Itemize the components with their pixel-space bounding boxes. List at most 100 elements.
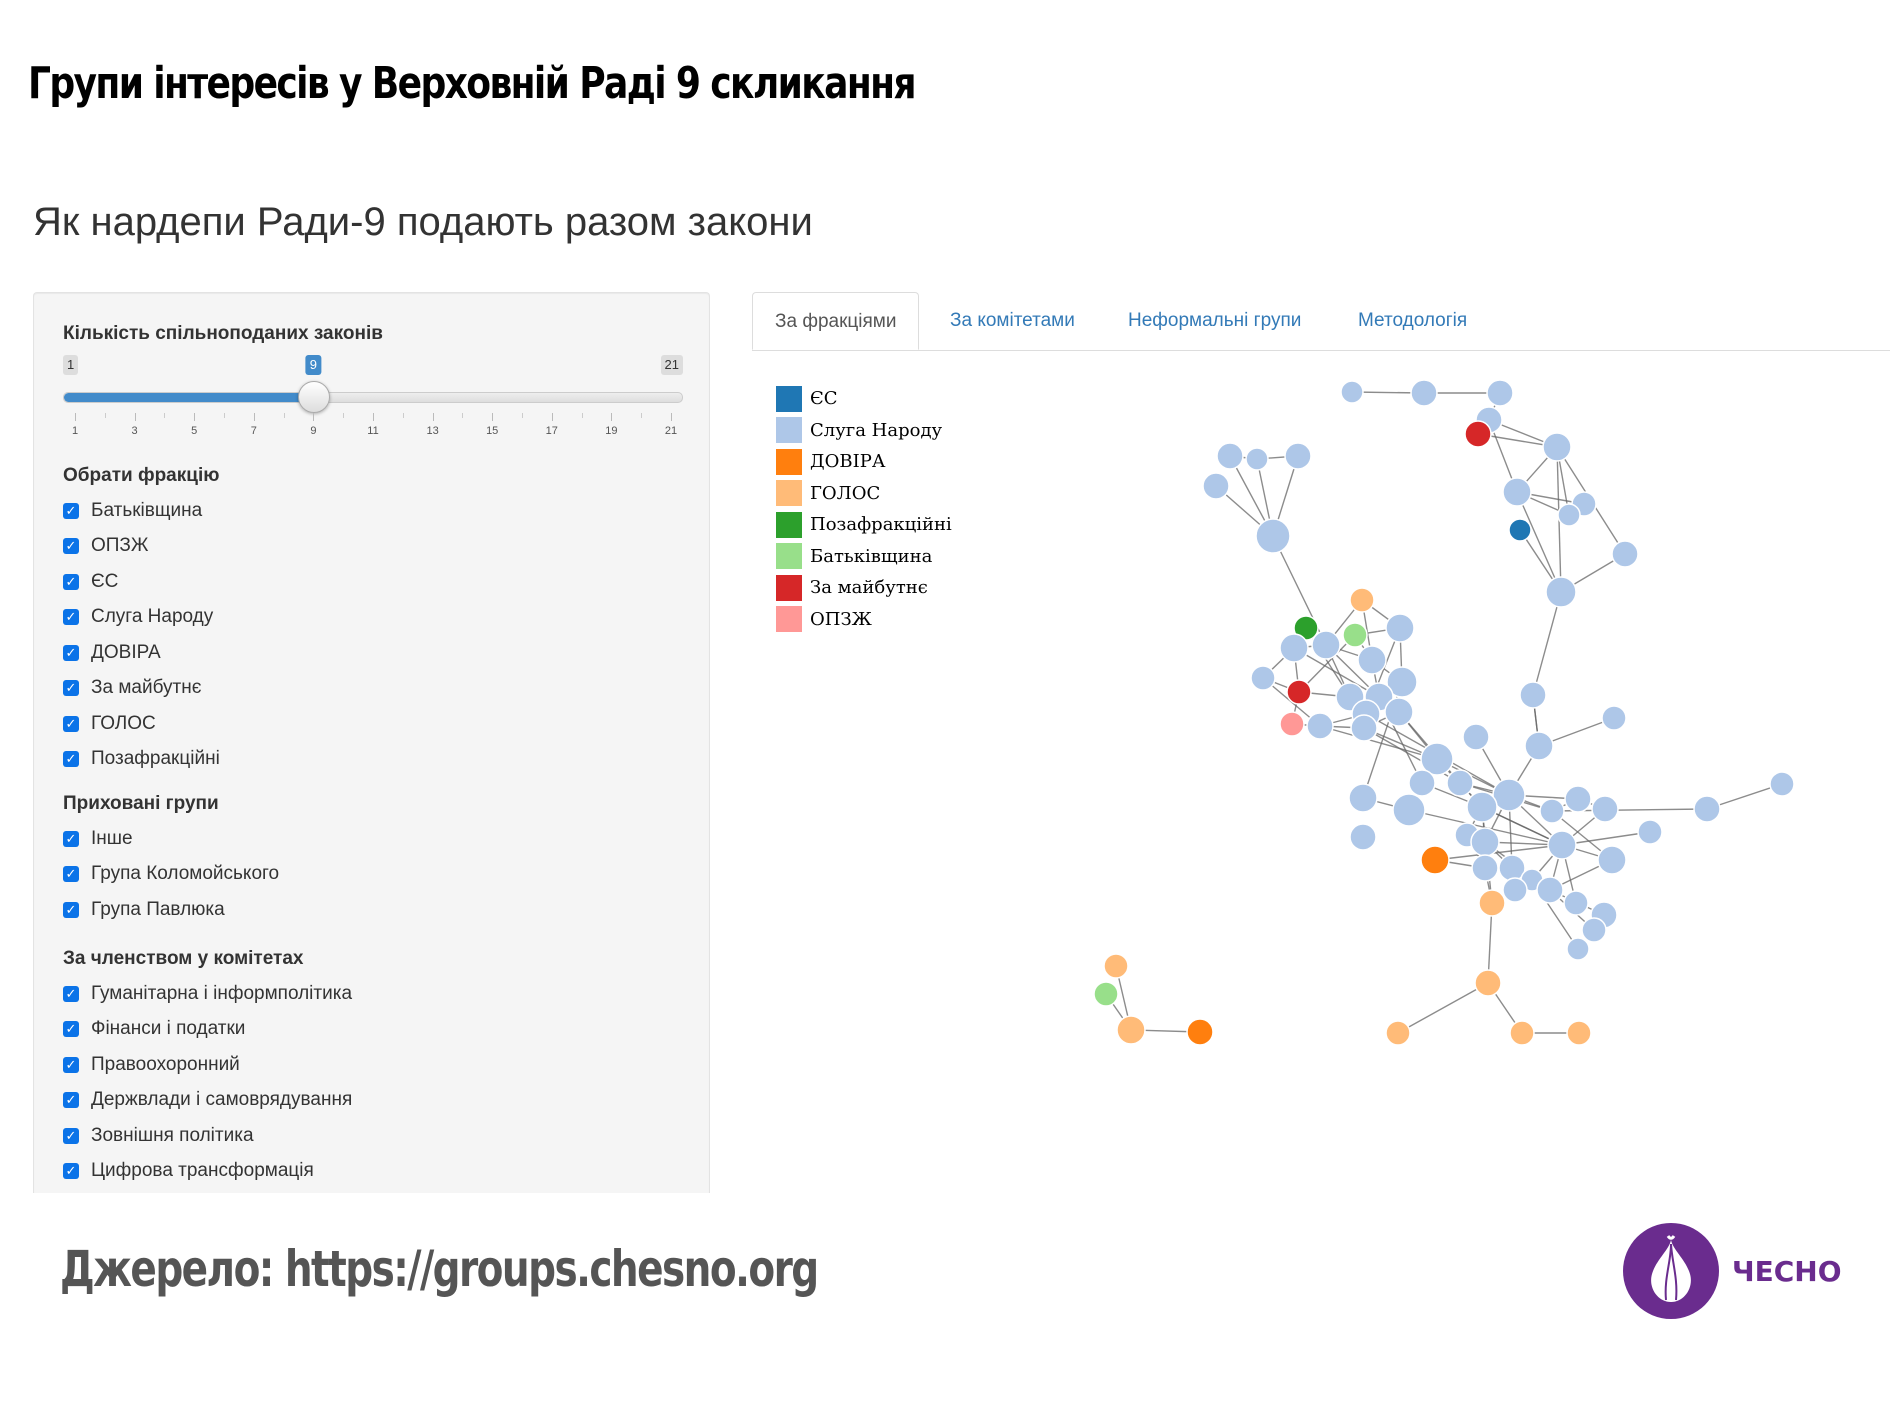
graph-node[interactable]: [1340, 380, 1364, 404]
committee-checkbox-foreign-policy[interactable]: ✓ Зовнішня політика: [63, 1118, 352, 1154]
faction-checkbox-za-maibutnie[interactable]: ✓ За майбутнє: [63, 671, 220, 707]
check-icon[interactable]: ✓: [63, 1092, 79, 1109]
graph-node[interactable]: [1385, 1020, 1411, 1046]
graph-node[interactable]: [1311, 630, 1341, 660]
graph-node[interactable]: [1216, 442, 1244, 470]
graph-node[interactable]: [1420, 742, 1454, 776]
check-icon[interactable]: ✓: [63, 1127, 79, 1144]
check-icon[interactable]: ✓: [63, 715, 79, 732]
graph-node[interactable]: [1410, 379, 1438, 407]
faction-checkbox-dovira[interactable]: ✓ ДОВІРА: [63, 635, 220, 671]
tab-by-committees[interactable]: За комітетами: [950, 310, 1075, 331]
check-icon[interactable]: ✓: [63, 866, 79, 883]
check-icon[interactable]: ✓: [63, 1021, 79, 1038]
graph-node[interactable]: [1385, 613, 1415, 643]
graph-node[interactable]: [1471, 854, 1499, 882]
graph-node[interactable]: [1392, 793, 1426, 827]
check-icon[interactable]: ✓: [63, 751, 79, 768]
graph-node[interactable]: [1611, 540, 1639, 568]
group-checkbox-kolomoiskyi[interactable]: ✓ Група Коломойського: [63, 857, 279, 893]
slider-track[interactable]: [63, 381, 683, 413]
graph-node[interactable]: [1542, 432, 1572, 462]
committee-checkbox-digital[interactable]: ✓ Цифрова трансформація: [63, 1154, 352, 1190]
graph-node[interactable]: [1466, 791, 1498, 823]
graph-node[interactable]: [1470, 827, 1500, 857]
group-checkbox-other[interactable]: ✓ Інше: [63, 821, 279, 857]
tab-by-factions[interactable]: За фракціями: [752, 292, 920, 350]
faction-checkbox-pozafraktsiini[interactable]: ✓ Позафракційні: [63, 742, 220, 778]
graph-node[interactable]: [1348, 783, 1378, 813]
graph-node[interactable]: [1420, 845, 1450, 875]
graph-node[interactable]: [1693, 795, 1721, 823]
graph-nodes[interactable]: [1093, 379, 1795, 1046]
graph-node[interactable]: [1384, 697, 1414, 727]
laws-count-slider[interactable]: 1 9 21 1 3 5 7 9 11 13 15 17 19 21: [63, 355, 683, 437]
graph-node[interactable]: [1539, 798, 1565, 824]
graph-node[interactable]: [1342, 622, 1368, 648]
graph-node[interactable]: [1545, 576, 1577, 608]
graph-node[interactable]: [1350, 714, 1378, 742]
graph-node[interactable]: [1769, 771, 1795, 797]
committee-checkbox-law-enforcement[interactable]: ✓ Правоохоронний: [63, 1047, 352, 1083]
graph-node[interactable]: [1255, 518, 1291, 554]
graph-node[interactable]: [1386, 666, 1418, 698]
faction-checkbox-opzzh[interactable]: ✓ ОПЗЖ: [63, 529, 220, 565]
graph-node[interactable]: [1116, 1015, 1146, 1045]
committee-checkbox-state-power[interactable]: ✓ Держвлади і самоврядування: [63, 1083, 352, 1119]
graph-node[interactable]: [1464, 420, 1492, 448]
graph-node[interactable]: [1202, 472, 1230, 500]
graph-node[interactable]: [1564, 785, 1592, 813]
check-icon[interactable]: ✓: [63, 680, 79, 697]
graph-node[interactable]: [1566, 1020, 1592, 1046]
check-icon[interactable]: ✓: [63, 1163, 79, 1180]
check-icon[interactable]: ✓: [63, 538, 79, 555]
graph-node[interactable]: [1279, 711, 1305, 737]
graph-node[interactable]: [1284, 442, 1312, 470]
graph-node[interactable]: [1591, 795, 1619, 823]
graph-node[interactable]: [1349, 823, 1377, 851]
graph-node[interactable]: [1103, 953, 1129, 979]
committee-checkbox-humanitarian[interactable]: ✓ Гуманітарна і інформполітика: [63, 976, 352, 1012]
graph-node[interactable]: [1509, 1020, 1535, 1046]
faction-checkbox-sluha-narodu[interactable]: ✓ Слуга Народу: [63, 600, 220, 636]
graph-node[interactable]: [1536, 876, 1564, 904]
graph-node[interactable]: [1508, 518, 1532, 542]
cosponsorship-network-graph[interactable]: [752, 352, 1890, 1192]
graph-node[interactable]: [1186, 1018, 1214, 1046]
graph-node[interactable]: [1519, 681, 1547, 709]
graph-node[interactable]: [1349, 587, 1375, 613]
check-icon[interactable]: ✓: [63, 644, 79, 661]
graph-node[interactable]: [1286, 679, 1312, 705]
committee-checkbox-finance[interactable]: ✓ Фінанси і податки: [63, 1012, 352, 1048]
check-icon[interactable]: ✓: [63, 1056, 79, 1073]
faction-checkbox-batkivshchyna[interactable]: ✓ Батьківщина: [63, 493, 220, 529]
faction-checkbox-holos[interactable]: ✓ ГОЛОС: [63, 706, 220, 742]
graph-node[interactable]: [1462, 723, 1490, 751]
graph-node[interactable]: [1474, 969, 1502, 997]
check-icon[interactable]: ✓: [63, 830, 79, 847]
check-icon[interactable]: ✓: [63, 985, 79, 1002]
graph-node[interactable]: [1524, 731, 1554, 761]
check-icon[interactable]: ✓: [63, 573, 79, 590]
group-checkbox-pavliuk[interactable]: ✓ Група Павлюка: [63, 892, 279, 928]
graph-node[interactable]: [1502, 877, 1528, 903]
graph-node[interactable]: [1306, 712, 1334, 740]
graph-node[interactable]: [1597, 845, 1627, 875]
graph-node[interactable]: [1486, 379, 1514, 407]
graph-node[interactable]: [1478, 889, 1506, 917]
graph-node[interactable]: [1446, 769, 1474, 797]
faction-checkbox-es[interactable]: ✓ ЄС: [63, 564, 220, 600]
graph-node[interactable]: [1566, 937, 1590, 961]
check-icon[interactable]: ✓: [63, 901, 79, 918]
graph-node[interactable]: [1601, 705, 1627, 731]
graph-node[interactable]: [1357, 645, 1387, 675]
graph-node[interactable]: [1250, 665, 1276, 691]
graph-node[interactable]: [1279, 633, 1309, 663]
check-icon[interactable]: ✓: [63, 502, 79, 519]
graph-node[interactable]: [1581, 917, 1607, 943]
graph-node[interactable]: [1093, 981, 1119, 1007]
graph-node[interactable]: [1408, 769, 1436, 797]
tab-methodology[interactable]: Методологія: [1358, 310, 1468, 331]
check-icon[interactable]: ✓: [63, 609, 79, 626]
graph-node[interactable]: [1492, 778, 1526, 812]
